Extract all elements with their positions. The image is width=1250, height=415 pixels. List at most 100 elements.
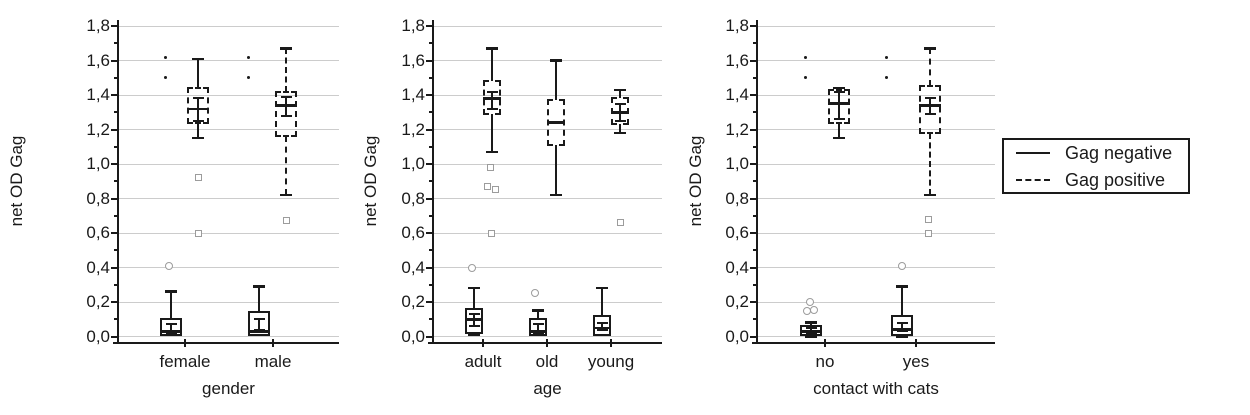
gridline: [757, 232, 995, 234]
boxplot-female-negative-whisker-top: [170, 291, 172, 320]
boxplot-male-negative-whisker-top-cap: [253, 285, 265, 288]
y-tick-label: 1,0: [86, 154, 110, 173]
boxplot-no-negative-outlier-circle: [806, 298, 814, 306]
y-minor-tick: [753, 318, 757, 321]
boxplot-female-positive-inner-line: [197, 98, 199, 121]
y-major-tick: [750, 59, 757, 62]
boxplot-yes-positive-whisker-top-cap: [924, 47, 936, 50]
y-minor-tick: [753, 42, 757, 45]
boxplot-old-positive-whisker-bottom-cap: [550, 193, 562, 197]
boxplot-old-positive-whisker-top: [555, 60, 557, 101]
y-major-tick: [750, 128, 757, 131]
y-tick-label: 1,2: [725, 119, 749, 139]
y-axis-line: [117, 20, 119, 344]
x-category-tick: [546, 338, 548, 347]
boxplot-old-negative-whisker-top-cap: [532, 309, 544, 312]
boxplot-male-positive-inner-bottom-cap: [280, 114, 292, 117]
gridline: [433, 25, 662, 27]
y-tick-label: 0,4: [401, 257, 425, 277]
boxplot-adult-negative-inner-line: [473, 314, 475, 327]
y-major-tick: [750, 232, 757, 234]
y-major-tick: [111, 197, 118, 200]
boxplot-young-positive-outlier-square: [616, 219, 624, 227]
y-tick-label: 0,4: [86, 257, 110, 277]
gridline: [433, 301, 662, 303]
x-axis-line: [428, 341, 662, 344]
x-category-tick: [272, 338, 274, 347]
boxplot-male-negative-whisker-top: [258, 286, 260, 313]
boxplot-young-positive-inner-top-cap: [614, 102, 626, 105]
y-tick-label: 1,6: [401, 50, 425, 70]
y-tick-label: 1,0: [401, 154, 425, 173]
x-category-label: yes: [902, 352, 930, 371]
y-tick-label: 0,6: [725, 223, 749, 242]
y-minor-tick: [114, 145, 118, 148]
boxplot-no-negative-outlier-circle: [810, 305, 818, 314]
gridline: [433, 232, 662, 234]
gridline: [757, 301, 995, 303]
y-major-tick: [426, 301, 433, 303]
boxplot-female-positive-box: [187, 87, 209, 124]
x-category-tick: [482, 338, 484, 347]
boxplot-adult-positive-outlier-square: [483, 182, 491, 190]
legend-solid-line-icon: [1016, 151, 1050, 154]
boxplot-young-negative-inner-top-cap: [596, 321, 608, 324]
x-axis-line: [113, 341, 339, 344]
boxplot-male-positive-whisker-top: [285, 48, 287, 92]
y-tick-label: 1,2: [401, 119, 425, 139]
boxplot-yes-negative-outlier-circle: [898, 261, 906, 270]
y-axis-title: net OD Gag: [7, 135, 26, 227]
boxplot-adult-positive-outlier-square: [487, 229, 495, 237]
boxplot-male-negative-inner-line: [258, 319, 260, 330]
y-minor-tick: [114, 180, 118, 183]
boxplot-no-positive-whisker-top-cap: [833, 86, 845, 90]
y-tick-label: 1,4: [725, 85, 749, 104]
gridline: [118, 301, 339, 303]
legend-item-gag-positive: Gag positive: [1016, 168, 1178, 192]
boxplot-no-negative-inner-bottom-cap: [805, 332, 817, 335]
legend-label-gag-positive: Gag positive: [1065, 169, 1166, 190]
boxplot-adult-positive-whisker-bottom: [491, 113, 493, 152]
y-major-tick: [111, 232, 118, 234]
y-tick-label: 0,8: [725, 188, 749, 208]
y-tick-label: 0,0: [86, 326, 110, 346]
boxplot-no-negative-whisker-top: [810, 322, 812, 327]
boxplot-male-positive-box: [275, 90, 297, 138]
y-tick-label: 0,8: [86, 188, 110, 208]
gridline: [433, 60, 662, 61]
boxplot-old-positive-whisker-bottom: [555, 145, 557, 196]
boxplot-adult-negative-box: [465, 307, 483, 335]
boxplot-yes-positive-inner-top-cap: [924, 97, 936, 100]
y-minor-tick: [114, 318, 118, 321]
y-minor-tick: [429, 214, 433, 217]
y-axis-title: net OD Gag: [686, 135, 705, 227]
x-category-label: no: [815, 352, 835, 371]
y-tick-label: 0,6: [86, 223, 110, 242]
boxplot-young-negative-inner-bottom-cap: [596, 328, 608, 331]
gridline: [757, 267, 995, 268]
y-major-tick: [750, 197, 757, 200]
y-major-tick: [426, 197, 433, 200]
y-minor-tick: [753, 111, 757, 114]
boxplot-female-positive-whisker-bottom: [197, 122, 199, 139]
boxplot-male-negative-extreme-dot: [246, 55, 250, 59]
y-tick-label: 0,0: [401, 326, 425, 346]
boxplot-young-positive-whisker-top: [619, 89, 621, 99]
gridline: [757, 25, 995, 27]
y-major-tick: [111, 25, 118, 27]
y-tick-label: 0,2: [86, 292, 110, 311]
gridline: [757, 94, 995, 96]
y-tick-label: 1,0: [725, 154, 749, 173]
boxplot-yes-positive-outlier-square: [924, 215, 932, 223]
y-tick-label: 1,8: [401, 16, 425, 35]
boxplot-old-negative-inner-top-cap: [532, 323, 544, 326]
boxplot-no-negative-extreme-dot: [803, 55, 807, 59]
boxplot-male-negative-extreme-dot: [246, 76, 250, 80]
gridline: [118, 60, 339, 61]
y-major-tick: [426, 163, 433, 165]
boxplot-old-positive-whisker-top-cap: [550, 59, 562, 62]
boxplot-old-negative-whisker-top: [537, 310, 539, 320]
y-tick-label: 1,4: [401, 85, 425, 104]
x-category-tick: [915, 338, 917, 347]
y-minor-tick: [429, 318, 433, 321]
